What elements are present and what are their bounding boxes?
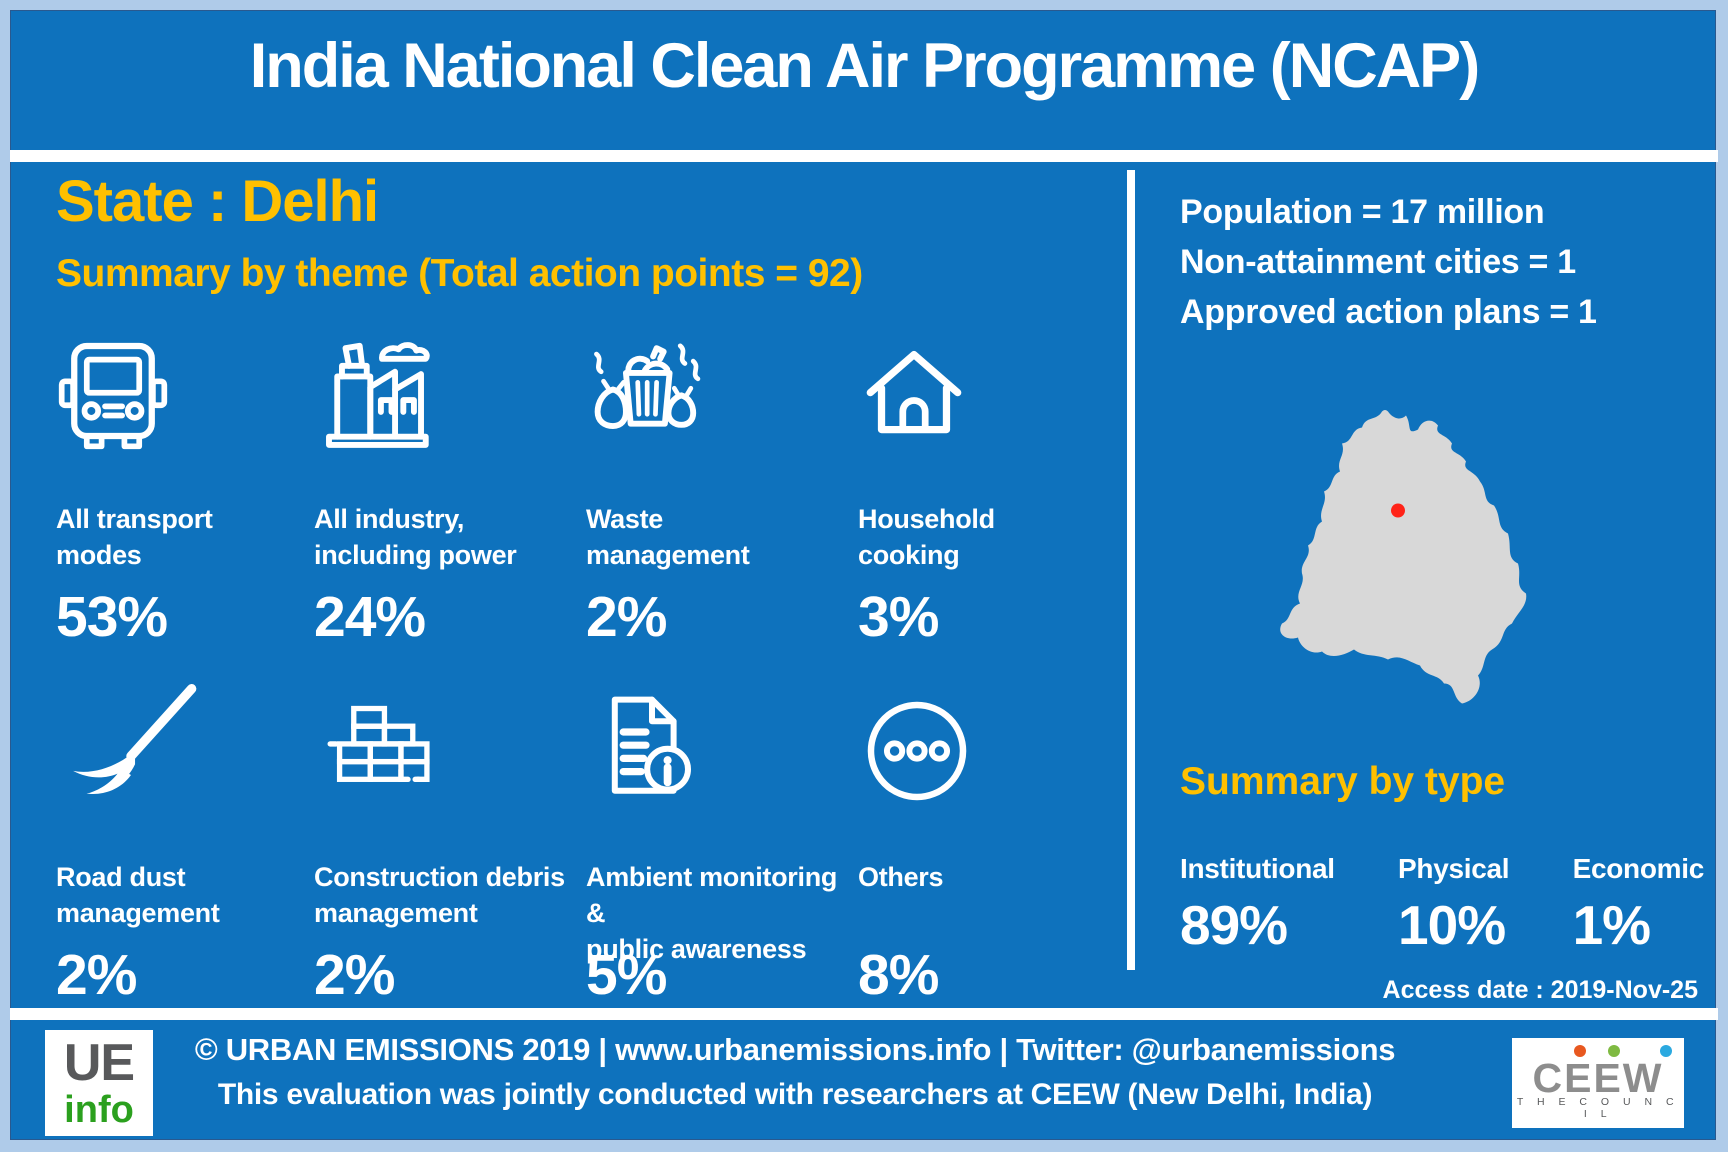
theme-label: Household cooking xyxy=(858,504,995,570)
ceew-blue-dot-icon xyxy=(1660,1045,1672,1057)
theme-cell-industry: All industry, including power 24% xyxy=(314,330,586,650)
theme-cell-road-dust: Road dust management 2% xyxy=(56,684,314,1008)
population-line: Population = 17 million xyxy=(1180,193,1545,231)
theme-cell-transport: All transport modes 53% xyxy=(56,330,314,650)
type-value: 1% xyxy=(1572,894,1652,956)
type-col-institutional: Institutional 89% xyxy=(1180,853,1335,957)
theme-cell-household: Household cooking 3% xyxy=(858,330,1108,650)
theme-value: 53% xyxy=(56,585,168,649)
ue-logo-text: UE xyxy=(63,1034,135,1092)
section-divider xyxy=(1127,170,1135,970)
theme-label: Road dust management xyxy=(56,862,220,928)
ellipsis-circle-icon xyxy=(858,688,1108,810)
state-title: State : Delhi xyxy=(56,169,379,234)
type-col-economic: Economic 1% xyxy=(1572,853,1705,957)
bricks-icon xyxy=(314,688,586,810)
type-value: 89% xyxy=(1180,894,1288,956)
type-summary-title: Summary by type xyxy=(1180,760,1506,803)
page-title: India National Clean Air Programme (NCAP… xyxy=(249,31,1480,101)
theme-value: 2% xyxy=(586,585,667,649)
ceew-green-dot-icon xyxy=(1608,1045,1620,1057)
document-info-icon xyxy=(586,688,858,810)
ceew-logo: CEEW T H E C O U N C I L xyxy=(1512,1038,1684,1128)
approved-plans-line: Approved action plans = 1 xyxy=(1180,292,1597,331)
theme-value: 2% xyxy=(314,943,395,1007)
theme-label: All transport modes xyxy=(56,504,213,570)
non-attainment-line: Non-attainment cities = 1 xyxy=(1180,242,1576,281)
theme-value: 24% xyxy=(314,585,426,649)
broom-icon xyxy=(56,684,314,810)
theme-label: Construction debris management xyxy=(314,862,565,928)
city-marker xyxy=(1391,503,1405,518)
copyright-line: © URBAN EMISSIONS 2019 | www.urbanemissi… xyxy=(194,1032,1396,1067)
header-divider xyxy=(10,150,1718,162)
themes-grid: All transport modes 53% All industry, in xyxy=(56,330,1118,1008)
footer-text: © URBAN EMISSIONS 2019 | www.urbanemissi… xyxy=(175,1032,1415,1112)
theme-value: 2% xyxy=(56,943,137,1007)
theme-cell-construction: Construction debris management 2% xyxy=(314,688,586,1008)
ceew-orange-dot-icon xyxy=(1574,1045,1586,1057)
theme-cell-waste: Waste management 2% xyxy=(586,330,858,650)
type-value: 10% xyxy=(1398,894,1506,956)
theme-cell-others: Others 8% xyxy=(858,688,1108,1008)
theme-summary-title: Summary by theme (Total action points = … xyxy=(56,252,863,295)
theme-value: 3% xyxy=(858,585,939,649)
footer-divider xyxy=(10,1008,1718,1020)
factory-icon xyxy=(314,330,586,452)
theme-cell-monitoring: Ambient monitoring & public awareness 5% xyxy=(586,688,858,1008)
theme-value: 8% xyxy=(858,943,939,1007)
type-label: Institutional xyxy=(1180,853,1335,884)
theme-label: All industry, including power xyxy=(314,504,517,570)
access-date: Access date : 2019-Nov-25 xyxy=(1382,976,1698,1004)
theme-label: Waste management xyxy=(586,504,750,570)
ceew-logo-name: CEEW xyxy=(1532,1055,1664,1101)
ue-logo-subtext: info xyxy=(64,1089,134,1131)
theme-value: 5% xyxy=(586,943,667,1007)
type-summary-row: Institutional 89% Physical 10% Economic … xyxy=(1180,853,1704,957)
waste-icon xyxy=(586,330,858,452)
house-icon xyxy=(858,330,1108,452)
type-col-physical: Physical 10% xyxy=(1398,853,1510,957)
state-stats: Population = 17 million Non-attainment c… xyxy=(1180,188,1597,338)
theme-label: Ambient monitoring & public awareness xyxy=(586,862,838,964)
ue-info-logo: UE info xyxy=(45,1030,153,1136)
theme-label: Others xyxy=(858,862,944,892)
collaboration-line: This evaluation was jointly conducted wi… xyxy=(217,1078,1373,1111)
delhi-state-map xyxy=(1260,403,1550,718)
delhi-outline xyxy=(1280,410,1527,704)
ceew-logo-tagline: T H E C O U N C I L xyxy=(1516,1096,1680,1120)
bus-icon xyxy=(56,330,314,452)
type-label: Physical xyxy=(1398,853,1510,884)
type-label: Economic xyxy=(1572,853,1705,884)
